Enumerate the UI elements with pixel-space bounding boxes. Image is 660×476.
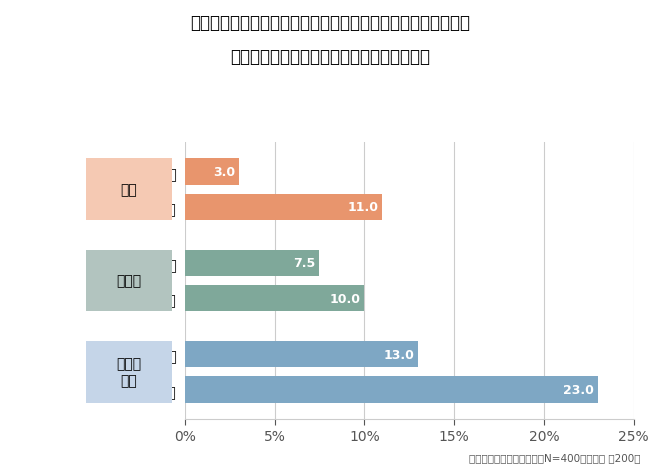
Bar xyxy=(185,159,239,185)
Bar xyxy=(185,285,364,312)
Text: 3.0: 3.0 xyxy=(213,166,235,178)
Text: 23.0: 23.0 xyxy=(563,383,594,396)
Text: 11.0: 11.0 xyxy=(348,201,379,214)
Bar xyxy=(185,250,319,277)
Text: 13.0: 13.0 xyxy=(383,348,414,361)
Text: 7.5: 7.5 xyxy=(294,257,316,270)
Text: マンパワーグループ調べ（N=400、年代別 各200）: マンパワーグループ調べ（N=400、年代別 各200） xyxy=(469,452,640,462)
Text: 介護、子育て、あなた自身の病気などのシチュエーションで、: 介護、子育て、あなた自身の病気などのシチュエーションで、 xyxy=(190,14,470,32)
Bar xyxy=(185,194,382,221)
Bar xyxy=(185,341,418,367)
Text: 就業困難な状況に陥った経験はありますか？: 就業困難な状況に陥った経験はありますか？ xyxy=(230,48,430,66)
Text: 自分の
病気: 自分の 病気 xyxy=(116,357,141,387)
Text: 10.0: 10.0 xyxy=(330,292,361,305)
Text: 介護: 介護 xyxy=(120,183,137,197)
Bar xyxy=(185,377,598,403)
Text: 子育て: 子育て xyxy=(116,274,141,288)
